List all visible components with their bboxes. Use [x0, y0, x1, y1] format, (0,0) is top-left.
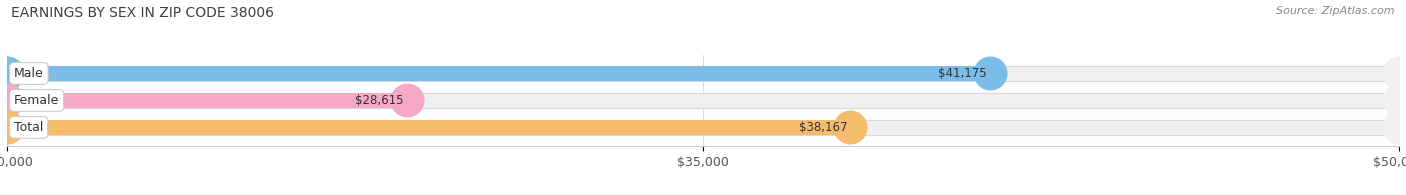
Text: $28,615: $28,615: [356, 94, 404, 107]
Text: Total: Total: [14, 121, 44, 134]
Text: $41,175: $41,175: [938, 67, 987, 80]
Bar: [7, 120, 1399, 135]
Text: Male: Male: [14, 67, 44, 80]
Bar: [7, 120, 851, 135]
Bar: [7, 93, 1399, 108]
Bar: [7, 93, 406, 108]
Text: EARNINGS BY SEX IN ZIP CODE 38006: EARNINGS BY SEX IN ZIP CODE 38006: [11, 6, 274, 20]
Bar: [7, 66, 1399, 81]
Text: Female: Female: [14, 94, 59, 107]
Text: $38,167: $38,167: [799, 121, 848, 134]
Bar: [7, 66, 990, 81]
Text: Source: ZipAtlas.com: Source: ZipAtlas.com: [1277, 6, 1395, 16]
